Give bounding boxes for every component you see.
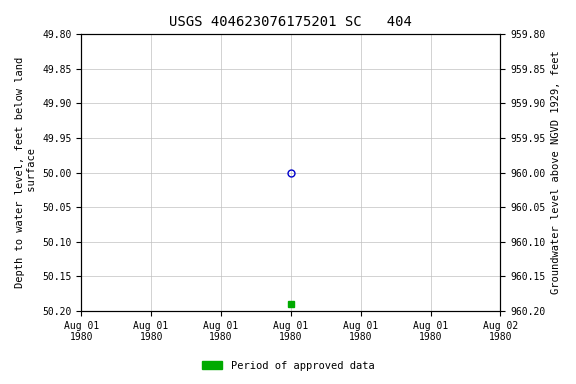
Y-axis label: Depth to water level, feet below land
 surface: Depth to water level, feet below land su… bbox=[15, 57, 37, 288]
Legend: Period of approved data: Period of approved data bbox=[198, 357, 378, 375]
Y-axis label: Groundwater level above NGVD 1929, feet: Groundwater level above NGVD 1929, feet bbox=[551, 51, 561, 295]
Title: USGS 404623076175201 SC   404: USGS 404623076175201 SC 404 bbox=[169, 15, 412, 29]
